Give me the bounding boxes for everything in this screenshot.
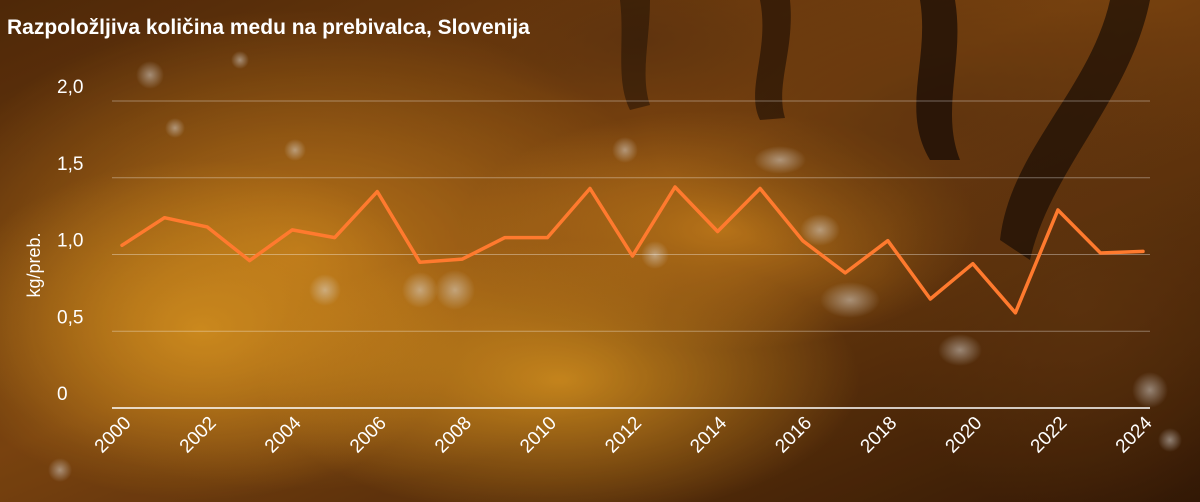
x-tick-label: 2004	[261, 412, 306, 457]
data-point	[503, 236, 507, 240]
data-point	[418, 260, 422, 264]
x-tick-label: 2010	[516, 413, 561, 458]
x-tick-label: 2016	[771, 413, 816, 458]
y-tick-label: 2,0	[57, 77, 83, 98]
data-point	[205, 225, 209, 229]
data-point	[1141, 249, 1145, 253]
chart-title: Razpoložljiva količina medu na prebivalc…	[7, 16, 530, 39]
x-tick-label: 2006	[346, 413, 391, 458]
data-point	[673, 185, 677, 189]
data-point	[843, 271, 847, 275]
data-point	[545, 236, 549, 240]
data-point	[588, 186, 592, 190]
y-tick-label: 0,5	[57, 307, 83, 328]
x-tick-label: 2014	[686, 412, 731, 457]
data-point	[333, 236, 337, 240]
data-point	[120, 243, 124, 247]
series-line	[120, 185, 1145, 315]
y-tick-label: 1,5	[57, 154, 83, 175]
data-point	[290, 228, 294, 232]
data-point	[758, 186, 762, 190]
gridlines	[112, 100, 1150, 332]
x-tick-label: 2022	[1027, 413, 1072, 458]
x-tick-label: 2018	[857, 413, 902, 458]
data-point	[1013, 311, 1017, 315]
y-axis-label: kg/preb.	[24, 232, 44, 297]
x-tick-label: 2000	[91, 413, 136, 458]
x-tick-label: 2012	[601, 413, 646, 458]
data-points	[120, 185, 1145, 315]
data-point	[716, 229, 720, 233]
data-point	[886, 239, 890, 243]
data-point	[1056, 208, 1060, 212]
x-axis-ticks: 2000 2002 2004 2006 2008 2010 2012 2014 2016 2018…	[91, 412, 1157, 457]
y-tick-label: 0	[57, 384, 68, 405]
data-point	[631, 254, 634, 258]
y-axis-ticks: 0 0,5 1,0 1,5 2,0	[57, 77, 83, 405]
x-tick-label: 2008	[431, 413, 476, 458]
data-point	[163, 216, 167, 220]
y-tick-label: 1,0	[57, 231, 83, 252]
data-point	[971, 262, 975, 266]
x-tick-label: 2002	[176, 413, 221, 458]
data-point	[460, 257, 464, 261]
data-point	[801, 239, 805, 243]
x-tick-label: 2020	[942, 413, 987, 458]
data-point	[928, 297, 932, 301]
data-point	[1098, 251, 1102, 255]
data-point	[375, 190, 379, 194]
x-tick-label: 2024	[1112, 412, 1157, 457]
data-point	[248, 259, 252, 263]
